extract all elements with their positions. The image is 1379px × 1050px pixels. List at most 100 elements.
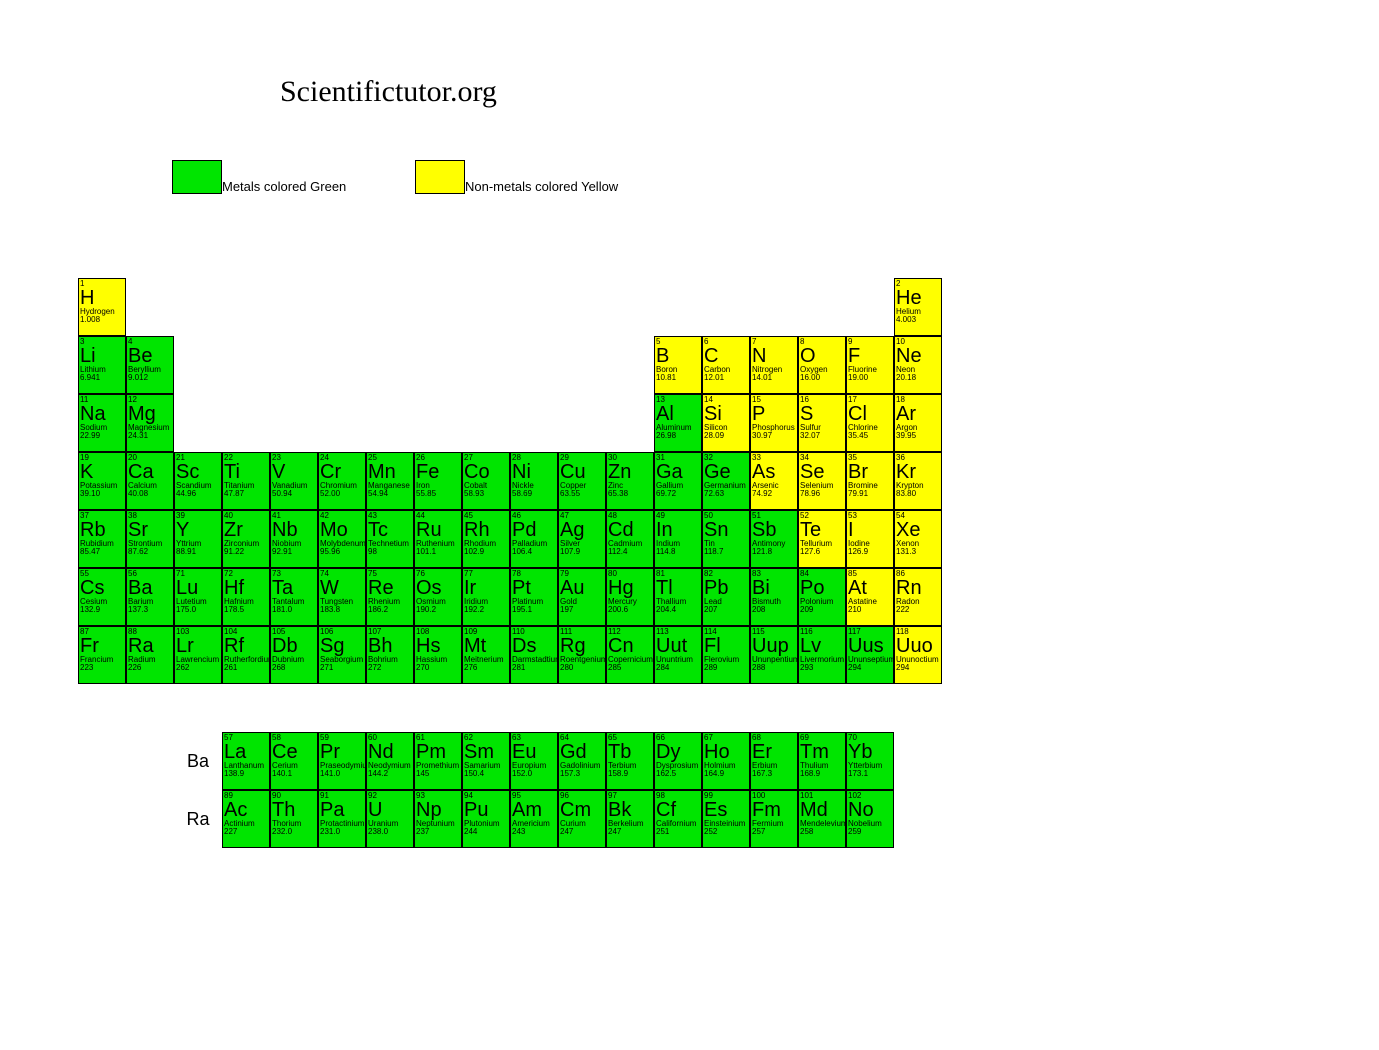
table-row: 3LiLithium6.9414BeBeryllium9.0125BBoron1… <box>78 336 942 394</box>
element-symbol: Cr <box>319 462 365 482</box>
atomic-mass: 9.012 <box>127 374 173 382</box>
atomic-mass: 244 <box>463 828 509 836</box>
element-cell-Md: 101MdMendelevium258 <box>798 790 846 848</box>
element-cell-Pd: 46PdPalladium106.4 <box>510 510 558 568</box>
empty-cell <box>366 336 414 394</box>
atomic-mass: 209 <box>799 606 845 614</box>
element-cell-Fe: 26FeIron55.85 <box>414 452 462 510</box>
element-symbol: Mg <box>127 404 173 424</box>
element-cell-Mn: 25MnManganese54.94 <box>366 452 414 510</box>
atomic-mass: 10.81 <box>655 374 701 382</box>
element-symbol: Fr <box>79 636 125 656</box>
legend-label: Metals colored Green <box>222 179 346 194</box>
atomic-mass: 200.6 <box>607 606 653 614</box>
atomic-mass: 22.99 <box>79 432 125 440</box>
empty-cell <box>510 394 558 452</box>
element-symbol: Es <box>703 800 749 820</box>
atomic-mass: 87.62 <box>127 548 173 556</box>
atomic-mass: 141.0 <box>319 770 365 778</box>
element-cell-Ti: 22TiTitanium47.87 <box>222 452 270 510</box>
element-symbol: I <box>847 520 893 540</box>
element-cell-Ce: 58CeCerium140.1 <box>270 732 318 790</box>
empty-cell <box>510 336 558 394</box>
element-symbol: Dy <box>655 742 701 762</box>
element-symbol: Li <box>79 346 125 366</box>
atomic-mass: 50.94 <box>271 490 317 498</box>
atomic-mass: 223 <box>79 664 125 672</box>
element-cell-Na: 11NaSodium22.99 <box>78 394 126 452</box>
legend-swatch <box>415 160 465 194</box>
atomic-mass: 138.9 <box>223 770 269 778</box>
element-cell-As: 33AsArsenic74.92 <box>750 452 798 510</box>
atomic-mass: 74.92 <box>751 490 797 498</box>
atomic-mass: 173.1 <box>847 770 893 778</box>
element-cell-Sn: 50SnTin118.7 <box>702 510 750 568</box>
element-cell-Hs: 108HsHassium270 <box>414 626 462 684</box>
atomic-mass: 257 <box>751 828 797 836</box>
element-cell-Tb: 65TbTerbium158.9 <box>606 732 654 790</box>
atomic-mass: 107.9 <box>559 548 605 556</box>
element-cell-Tc: 43TcTechnetium98 <box>366 510 414 568</box>
element-cell-Es: 99EsEinsteinium252 <box>702 790 750 848</box>
element-cell-Pb: 82PbLead207 <box>702 568 750 626</box>
element-cell-La: 57LaLanthanum138.9 <box>222 732 270 790</box>
element-symbol: Sc <box>175 462 221 482</box>
element-cell-Si: 14SiSilicon28.09 <box>702 394 750 452</box>
atomic-mass: 140.1 <box>271 770 317 778</box>
legend-swatch <box>172 160 222 194</box>
element-symbol: Mn <box>367 462 413 482</box>
element-cell-Uut: 113UutUnuntrium284 <box>654 626 702 684</box>
atomic-mass: 137.3 <box>127 606 173 614</box>
element-cell-Al: 13AlAluminum26.98 <box>654 394 702 452</box>
element-symbol: As <box>751 462 797 482</box>
element-cell-Bi: 83BiBismuth208 <box>750 568 798 626</box>
atomic-mass: 251 <box>655 828 701 836</box>
element-cell-Fr: 87FrFrancium223 <box>78 626 126 684</box>
empty-cell <box>414 278 462 336</box>
element-symbol: K <box>79 462 125 482</box>
atomic-mass: 281 <box>511 664 557 672</box>
element-symbol: Ar <box>895 404 941 424</box>
element-symbol: Ru <box>415 520 461 540</box>
empty-cell <box>174 394 222 452</box>
atomic-mass: 197 <box>559 606 605 614</box>
table-row: 19KPotassium39.1020CaCalcium40.0821ScSca… <box>78 452 942 510</box>
atomic-mass: 98 <box>367 548 413 556</box>
atomic-mass: 132.9 <box>79 606 125 614</box>
element-cell-He: 2HeHelium4.003 <box>894 278 942 336</box>
element-symbol: Er <box>751 742 797 762</box>
atomic-mass: 232.0 <box>271 828 317 836</box>
element-cell-Sm: 62SmSamarium150.4 <box>462 732 510 790</box>
atomic-mass: 183.8 <box>319 606 365 614</box>
element-symbol: Pa <box>319 800 365 820</box>
element-cell-Co: 27CoCobalt58.93 <box>462 452 510 510</box>
atomic-mass: 204.4 <box>655 606 701 614</box>
element-symbol: Ra <box>127 636 173 656</box>
atomic-mass: 1.008 <box>79 316 125 324</box>
element-symbol: Ta <box>271 578 317 598</box>
atomic-mass: 91.22 <box>223 548 269 556</box>
element-cell-Nd: 60NdNeodymium144.2 <box>366 732 414 790</box>
element-symbol: At <box>847 578 893 598</box>
element-cell-V: 23VVanadium50.94 <box>270 452 318 510</box>
atomic-mass: 118.7 <box>703 548 749 556</box>
element-cell-Zn: 30ZnZinc65.38 <box>606 452 654 510</box>
atomic-mass: 231.0 <box>319 828 365 836</box>
element-symbol: P <box>751 404 797 424</box>
element-cell-Ru: 44RuRuthenium101.1 <box>414 510 462 568</box>
element-symbol: Ge <box>703 462 749 482</box>
atomic-number: 53 <box>847 511 893 520</box>
empty-cell <box>414 336 462 394</box>
element-symbol: Sn <box>703 520 749 540</box>
atomic-mass: 178.5 <box>223 606 269 614</box>
periodic-table-main: 1HHydrogen1.008 2HeHelium4.0033LiLithium6… <box>78 278 942 684</box>
empty-cell <box>606 394 654 452</box>
element-cell-Ta: 73TaTantalum181.0 <box>270 568 318 626</box>
empty-cell <box>750 278 798 336</box>
atomic-mass: 158.9 <box>607 770 653 778</box>
element-cell-Kr: 36KrKrypton83.80 <box>894 452 942 510</box>
element-symbol: Ca <box>127 462 173 482</box>
atomic-mass: 152.0 <box>511 770 557 778</box>
element-symbol: Pm <box>415 742 461 762</box>
element-cell-H: 1HHydrogen1.008 <box>78 278 126 336</box>
